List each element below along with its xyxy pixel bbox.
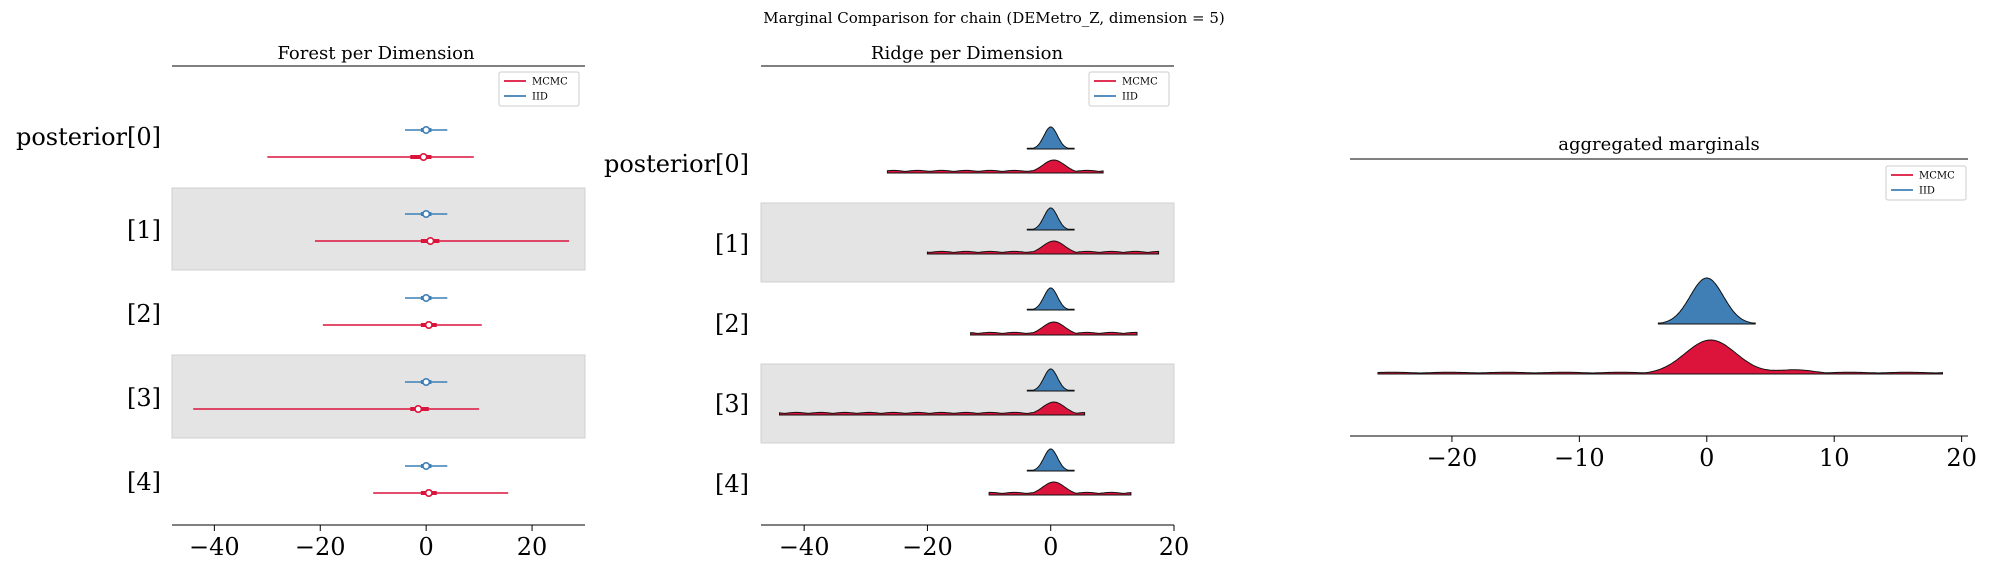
x-tick-label: −10 <box>1554 444 1605 472</box>
mcmc-ridge <box>779 401 1086 416</box>
legend-iid-label: IID <box>532 92 548 103</box>
row-label: [2] <box>127 300 161 328</box>
mcmc-ridge <box>970 321 1138 336</box>
median-point <box>422 377 431 386</box>
x-tick-label: −40 <box>779 533 830 561</box>
figure-title: Marginal Comparison for chain (DEMetro_Z… <box>763 9 1225 27</box>
x-tick-label: −20 <box>1427 444 1478 472</box>
row-label: [1] <box>127 216 161 244</box>
row-band <box>171 187 586 271</box>
iid-ridge <box>1026 126 1075 150</box>
mcmc-ridge <box>926 240 1160 255</box>
x-tick-label: −40 <box>189 533 240 561</box>
row-label: posterior[0] <box>604 150 749 178</box>
legend-mcmc-label: MCMC <box>1122 77 1158 88</box>
row-label: [4] <box>127 468 161 496</box>
median-point <box>424 488 433 497</box>
row-band <box>760 202 1175 283</box>
row-label: [3] <box>715 390 749 418</box>
row-label: [1] <box>715 230 749 258</box>
mcmc-ridge <box>886 159 1104 174</box>
forest-title: Forest per Dimension <box>277 43 475 64</box>
aggregated-panel: aggregated marginals −20 −10 0 10 20 MCMC IID <box>1350 134 1977 472</box>
iid-ridge <box>1026 287 1075 311</box>
x-tick-label: 20 <box>1946 444 1977 472</box>
row-label: [4] <box>715 470 749 498</box>
median-point <box>422 461 431 470</box>
median-point <box>414 404 423 413</box>
x-tick-label: −20 <box>295 533 346 561</box>
mcmc-aggregated-ridge <box>1377 339 1943 375</box>
legend-mcmc-label: MCMC <box>532 77 568 88</box>
iid-ridge <box>1026 448 1075 472</box>
legend-mcmc-label: MCMC <box>1919 171 1955 182</box>
ridge-title: Ridge per Dimension <box>871 43 1064 64</box>
row-label: posterior[0] <box>16 123 161 151</box>
iid-ridge <box>1026 368 1075 392</box>
median-point <box>424 320 433 329</box>
legend-iid-label: IID <box>1122 92 1138 103</box>
legend: MCMC IID <box>1088 71 1170 107</box>
legend-iid-label: IID <box>1919 186 1935 197</box>
median-point <box>422 210 431 219</box>
aggregated-title: aggregated marginals <box>1558 134 1759 155</box>
iid-aggregated-ridge <box>1657 277 1756 325</box>
x-tick-label: −20 <box>902 533 953 561</box>
legend: MCMC IID <box>1885 165 1967 201</box>
row-band <box>760 363 1175 444</box>
x-tick-label: 20 <box>1159 533 1190 561</box>
median-point <box>426 237 435 246</box>
median-point <box>422 293 431 302</box>
row-band <box>171 354 586 439</box>
row-label: [2] <box>715 310 749 338</box>
mcmc-ridge <box>988 481 1132 496</box>
x-tick-label: 0 <box>1699 444 1714 472</box>
median-point <box>419 153 428 162</box>
x-tick-label: 0 <box>1043 533 1058 561</box>
legend: MCMC IID <box>498 71 580 107</box>
iid-ridge <box>1026 207 1075 231</box>
row-label: [3] <box>127 384 161 412</box>
x-tick-label: 0 <box>419 533 434 561</box>
x-tick-label: 10 <box>1819 444 1850 472</box>
ridge-panel: Ridge per Dimension −40 −20 0 20 posterior[0… <box>604 43 1189 561</box>
forest-panel: Forest per Dimension −40 −20 0 20 posterior[… <box>16 43 586 561</box>
median-point <box>422 126 431 135</box>
x-tick-label: 20 <box>517 533 548 561</box>
